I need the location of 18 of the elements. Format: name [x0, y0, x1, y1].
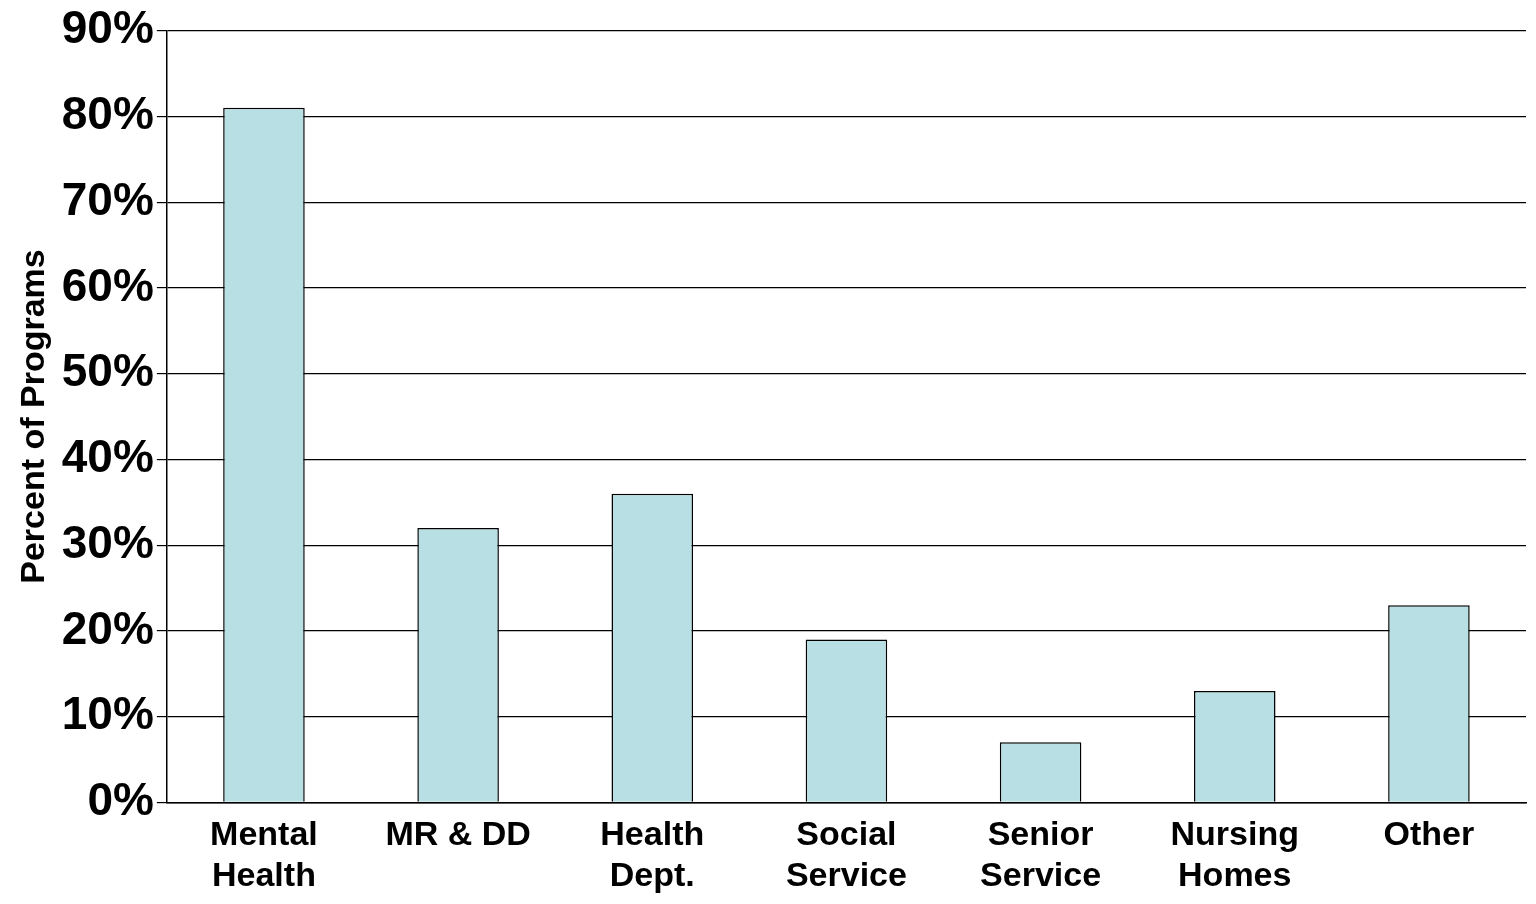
x-tick-label: Health Dept.	[600, 814, 705, 893]
y-axis-title: Percent of Programs	[12, 249, 51, 584]
y-tick-label: 70%	[61, 172, 154, 225]
y-tick-label: 10%	[61, 687, 154, 740]
y-tick-label: 90%	[61, 1, 154, 54]
y-tick-label: 60%	[61, 258, 154, 311]
x-tick-label: Mental Health	[210, 814, 318, 893]
y-tick-label: 50%	[61, 344, 154, 397]
x-tick-label: MR & DD	[385, 814, 531, 853]
x-tick-label: Nursing Homes	[1170, 814, 1299, 893]
y-tick-label: 20%	[61, 601, 154, 654]
x-tick-label: Other	[1383, 814, 1475, 853]
y-tick-label: 80%	[61, 87, 154, 140]
y-tick-label: 30%	[61, 515, 154, 568]
x-tick-label: Social Service	[785, 814, 907, 893]
y-tick-label: 0%	[87, 773, 154, 826]
y-tick-label: 40%	[61, 430, 154, 483]
x-tick-label: Senior Service	[980, 814, 1102, 893]
